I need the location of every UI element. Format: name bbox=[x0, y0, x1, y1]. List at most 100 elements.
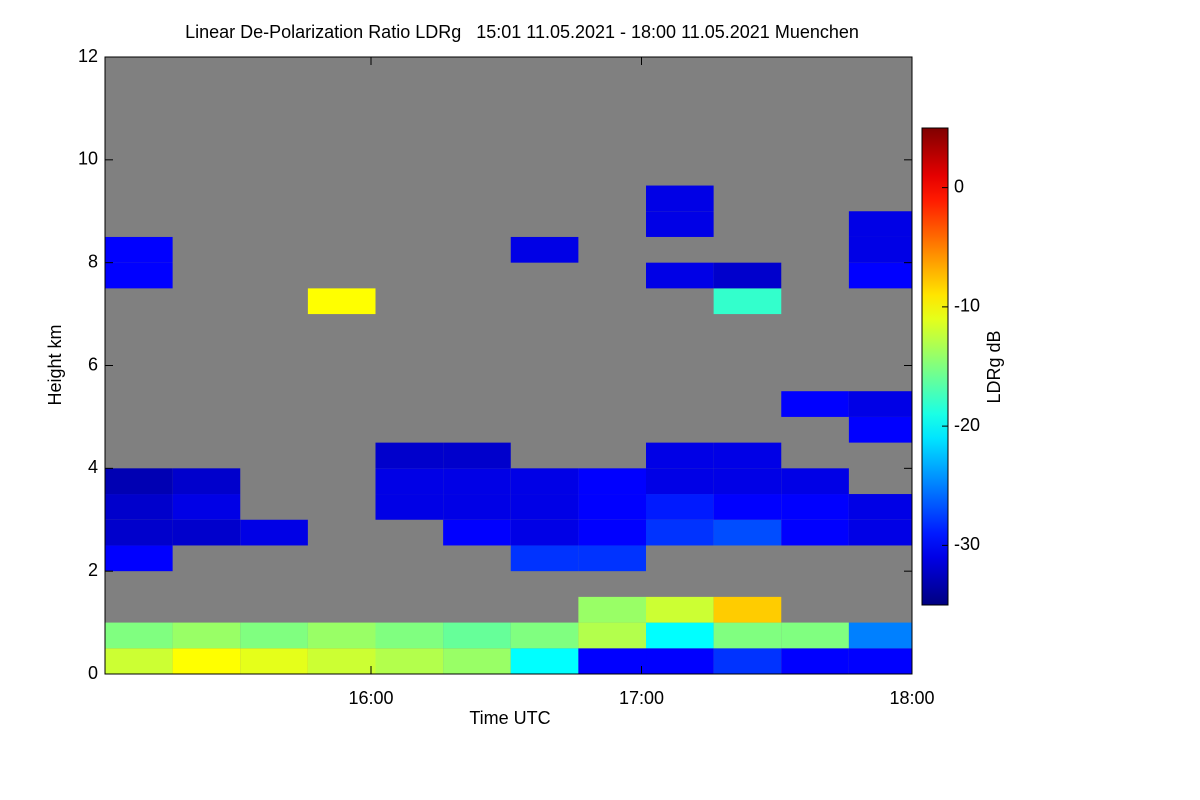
heat-cell bbox=[443, 468, 511, 495]
heat-cell bbox=[510, 545, 579, 572]
heat-cell bbox=[307, 648, 376, 674]
x-axis-label: Time UTC bbox=[469, 708, 550, 728]
heat-cell bbox=[105, 236, 173, 263]
heat-cell bbox=[240, 622, 308, 649]
heat-cell bbox=[578, 648, 647, 674]
heat-cell bbox=[510, 468, 579, 495]
heat-cell bbox=[646, 494, 714, 520]
heat-cell bbox=[848, 494, 912, 520]
colorbar-tick-label: -10 bbox=[954, 296, 980, 316]
heat-cell bbox=[375, 648, 444, 674]
heat-cell bbox=[443, 442, 511, 469]
heat-cell bbox=[307, 622, 376, 649]
colorbar-tick-label: -30 bbox=[954, 534, 980, 554]
heat-cell bbox=[646, 596, 714, 623]
heat-cell bbox=[646, 648, 714, 674]
heat-cell bbox=[848, 262, 912, 289]
heat-cell bbox=[578, 519, 647, 546]
heat-cell bbox=[105, 545, 173, 572]
heat-cell bbox=[781, 391, 849, 417]
heat-cell bbox=[713, 442, 782, 469]
heat-cell bbox=[713, 622, 782, 649]
colorbar-tick-label: 0 bbox=[954, 176, 964, 196]
heat-cell bbox=[781, 519, 849, 546]
heat-cell bbox=[578, 622, 647, 649]
heat-cell bbox=[646, 519, 714, 546]
x-tick-label: 17:00 bbox=[619, 688, 664, 708]
y-tick-label: 12 bbox=[78, 46, 98, 66]
heat-cell bbox=[510, 519, 579, 546]
heat-cell bbox=[781, 648, 849, 674]
heat-cell bbox=[105, 519, 173, 546]
heat-cell bbox=[713, 262, 782, 289]
x-tick-label: 18:00 bbox=[889, 688, 934, 708]
y-tick-label: 8 bbox=[88, 251, 98, 271]
heat-cell bbox=[375, 622, 444, 649]
heat-cell bbox=[848, 391, 912, 417]
heat-cell bbox=[578, 468, 647, 495]
colorbar-label: LDRg dB bbox=[984, 330, 1004, 403]
heat-cell bbox=[443, 648, 511, 674]
heat-cell bbox=[713, 519, 782, 546]
y-tick-label: 10 bbox=[78, 149, 98, 169]
y-tick-label: 4 bbox=[88, 457, 98, 477]
heat-cell bbox=[781, 468, 849, 495]
heat-cell bbox=[646, 622, 714, 649]
heat-cell bbox=[443, 519, 511, 546]
heat-cell bbox=[172, 622, 241, 649]
heat-cell bbox=[443, 494, 511, 520]
heat-cell bbox=[646, 442, 714, 469]
heat-cell bbox=[578, 494, 647, 520]
heat-cell bbox=[172, 468, 241, 495]
heat-cell bbox=[510, 622, 579, 649]
heat-cell bbox=[510, 236, 579, 263]
heat-cell bbox=[105, 648, 173, 674]
heat-cell bbox=[510, 494, 579, 520]
heat-cell bbox=[172, 519, 241, 546]
heat-cell bbox=[781, 622, 849, 649]
heat-cell bbox=[646, 468, 714, 495]
heat-cell bbox=[307, 288, 376, 315]
heat-cell bbox=[105, 494, 173, 520]
heat-cell bbox=[375, 442, 444, 469]
chart-title: Linear De-Polarization Ratio LDRg 15:01 … bbox=[185, 22, 859, 42]
heat-cell bbox=[105, 622, 173, 649]
y-tick-label: 6 bbox=[88, 354, 98, 374]
heat-cell bbox=[105, 262, 173, 289]
colorbar bbox=[921, 127, 949, 606]
heat-cell bbox=[848, 622, 912, 649]
heat-cell bbox=[646, 211, 714, 237]
x-tick-label: 16:00 bbox=[348, 688, 393, 708]
heat-cell bbox=[240, 519, 308, 546]
heat-cell bbox=[172, 494, 241, 520]
heat-cell bbox=[848, 648, 912, 674]
plot-background bbox=[105, 57, 912, 674]
heat-cell bbox=[443, 622, 511, 649]
heat-cell bbox=[848, 416, 912, 443]
heat-cell bbox=[713, 648, 782, 674]
heat-cell bbox=[578, 596, 647, 623]
heat-cell bbox=[172, 648, 241, 674]
heat-cell bbox=[375, 494, 444, 520]
y-axis-label: Height km bbox=[45, 324, 65, 405]
heat-cell bbox=[510, 648, 579, 674]
heat-cell bbox=[781, 494, 849, 520]
colorbar-tick-label: -20 bbox=[954, 415, 980, 435]
heat-cell bbox=[713, 596, 782, 623]
heat-cell bbox=[646, 185, 714, 212]
heat-cell bbox=[713, 468, 782, 495]
heat-cell bbox=[375, 468, 444, 495]
heat-cell bbox=[848, 236, 912, 263]
heat-cell bbox=[713, 288, 782, 315]
heat-cell bbox=[646, 262, 714, 289]
heat-cell bbox=[848, 519, 912, 546]
heat-cell bbox=[848, 211, 912, 237]
heat-cell bbox=[105, 468, 173, 495]
heat-cell bbox=[240, 648, 308, 674]
y-tick-label: 2 bbox=[88, 560, 98, 580]
y-tick-label: 0 bbox=[88, 663, 98, 683]
heat-cell bbox=[578, 545, 647, 572]
heat-cell bbox=[713, 494, 782, 520]
